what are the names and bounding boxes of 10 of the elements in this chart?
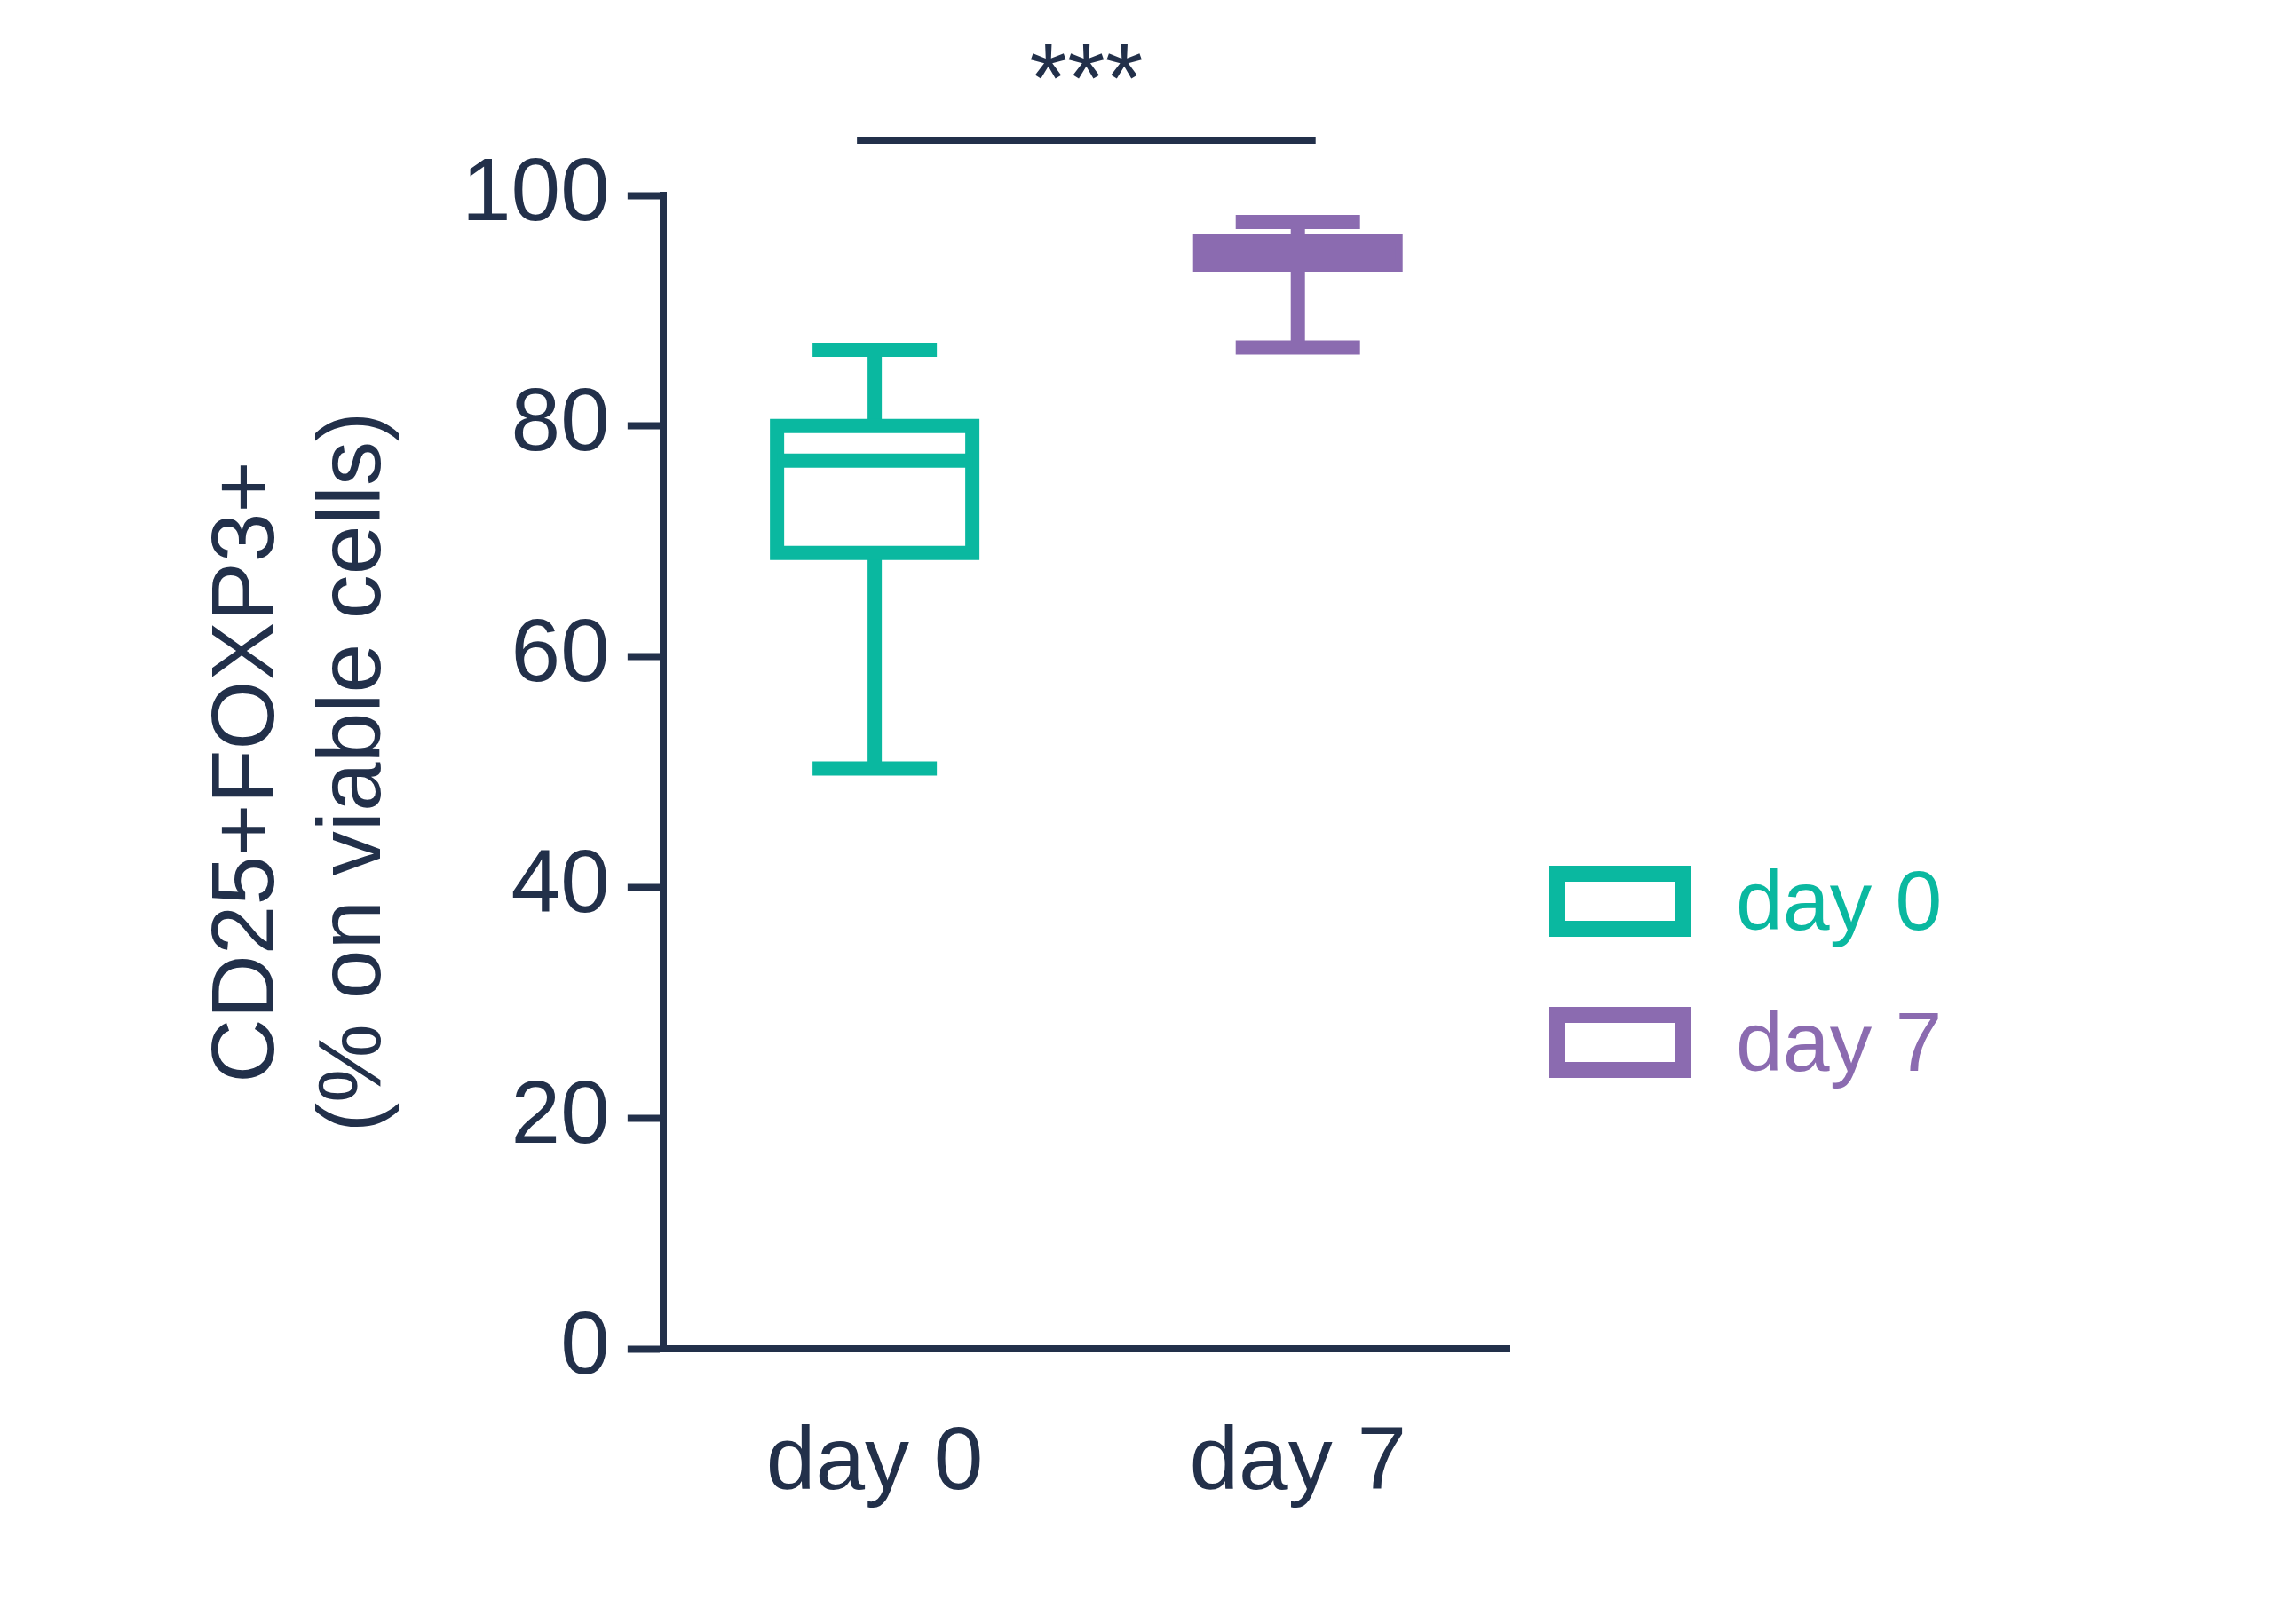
y-tick-label: 40 <box>511 830 610 931</box>
y-tick-label: 20 <box>511 1061 610 1161</box>
y-axis-title: CD25+FOXP3+ (% on viable cells) <box>192 411 399 1133</box>
y-tick-label: 0 <box>560 1292 610 1392</box>
text: *** <box>1029 22 1144 132</box>
legend-label: day 0 <box>1736 852 1943 949</box>
y-tick-label: 80 <box>511 369 610 470</box>
y-tick-label: 100 <box>461 139 610 239</box>
legend-label: day 7 <box>1736 994 1943 1090</box>
y-tick-label: 60 <box>511 600 610 701</box>
